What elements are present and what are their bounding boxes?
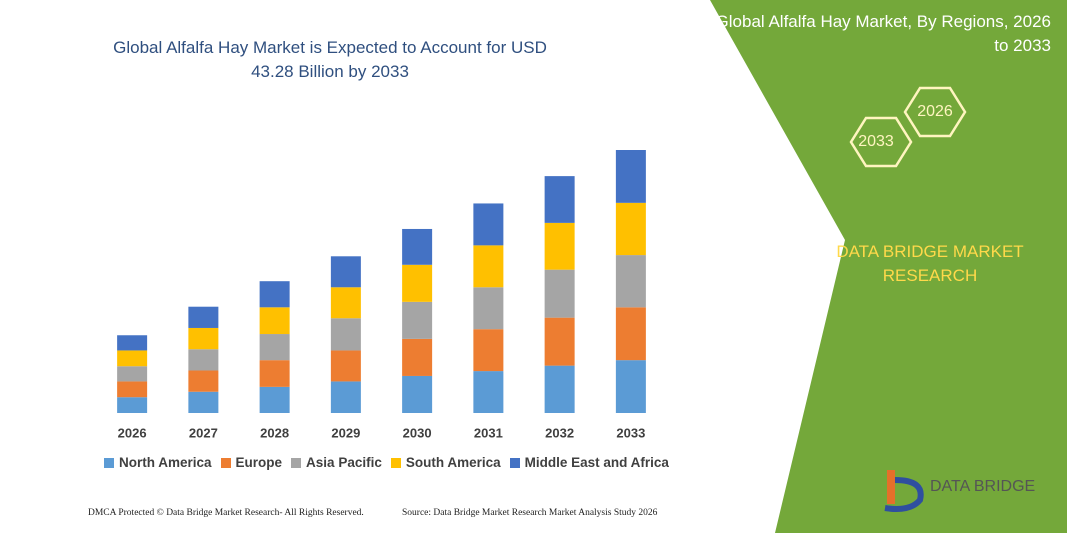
bar-segment (615, 360, 646, 413)
bar-segment (330, 350, 361, 382)
bar-segment (544, 269, 575, 318)
footer-source: Source: Data Bridge Market Research Mark… (402, 508, 658, 518)
bar-segment (473, 245, 504, 288)
x-tick-label: 2027 (189, 425, 218, 440)
legend-item: South America (390, 455, 501, 470)
bar-segment (188, 349, 219, 371)
bar-segment (188, 327, 219, 350)
legend-label: South America (405, 455, 501, 470)
chart-title: Global Alfalfa Hay Market is Expected to… (113, 38, 547, 81)
x-tick-label: 2031 (474, 425, 503, 440)
green-panel (710, 0, 1067, 533)
bar-segment (473, 287, 504, 330)
legend-label: North America (119, 455, 212, 470)
bar-segment (473, 203, 504, 246)
bar-segment (330, 256, 361, 288)
side-title: Global Alfalfa Hay Market, By Regions, 2… (715, 12, 1051, 55)
bar-segment (188, 391, 219, 413)
legend-label: Asia Pacific (306, 455, 382, 470)
x-tick-label: 2028 (260, 425, 289, 440)
x-tick-label: 2030 (403, 425, 432, 440)
footer-note: DMCA Protected © Data Bridge Market Rese… (88, 508, 364, 518)
bar-segment (615, 255, 646, 308)
legend-swatch (220, 457, 231, 468)
bar-segment (402, 301, 433, 339)
x-tick-label: 2032 (545, 425, 574, 440)
bar-segment (188, 370, 219, 392)
logo-bar (887, 470, 895, 504)
legend-item: Europe (220, 455, 283, 470)
hexagon (903, 86, 967, 138)
bar-segment (259, 386, 290, 413)
bar-segment (188, 306, 219, 328)
bar-segment (544, 317, 575, 366)
bar-segment (117, 366, 148, 382)
logo-text: DATA BRIDGE (930, 478, 1035, 495)
bar-segment (615, 150, 646, 203)
x-tick-label: 2026 (118, 425, 147, 440)
legend-swatch (104, 457, 114, 468)
bar-segment (402, 375, 433, 413)
bar-segment (402, 264, 433, 302)
brand: DATA BRIDGE MARKET RESEARCH (836, 242, 1024, 285)
bar-segment (259, 334, 290, 361)
legend-item: Middle East and Africa (509, 455, 669, 470)
legend-swatch (390, 457, 401, 468)
bar-segment (117, 397, 148, 413)
bar-segment (544, 222, 575, 270)
hexagon (849, 116, 913, 168)
legend-item: North America (104, 455, 212, 470)
bar-segment (259, 307, 290, 335)
bar-segment (117, 381, 148, 398)
x-tick-label: 2029 (331, 425, 360, 440)
bar-segment (330, 318, 361, 351)
bar-segment (330, 381, 361, 413)
bar-segment (473, 371, 504, 413)
bar-segment (402, 228, 433, 265)
hexagon-label: 2033 (858, 133, 894, 150)
bar-segment (117, 350, 148, 367)
logo-icon (884, 470, 924, 512)
legend-swatch (291, 457, 302, 468)
bar-segment (615, 307, 646, 361)
bar-segment (615, 202, 646, 256)
legend-label: Middle East and Africa (524, 455, 669, 470)
bar-segment (402, 338, 433, 376)
bar-segment (259, 281, 290, 308)
bar-segment (544, 176, 575, 223)
bar-segment (473, 329, 504, 372)
legend-label: Europe (235, 455, 283, 470)
hexagon-label: 2026 (917, 103, 953, 120)
legend-swatch (509, 457, 520, 468)
bar-segment (544, 365, 575, 413)
x-tick-label: 2033 (616, 425, 645, 440)
legend-item: Asia Pacific (291, 455, 382, 470)
bar-segment (117, 335, 148, 351)
bar-segment (259, 360, 290, 387)
bar-segment (330, 287, 361, 319)
logo-curve (884, 477, 924, 512)
legend: North America Europe Asia Pacific South Ame… (104, 455, 669, 470)
